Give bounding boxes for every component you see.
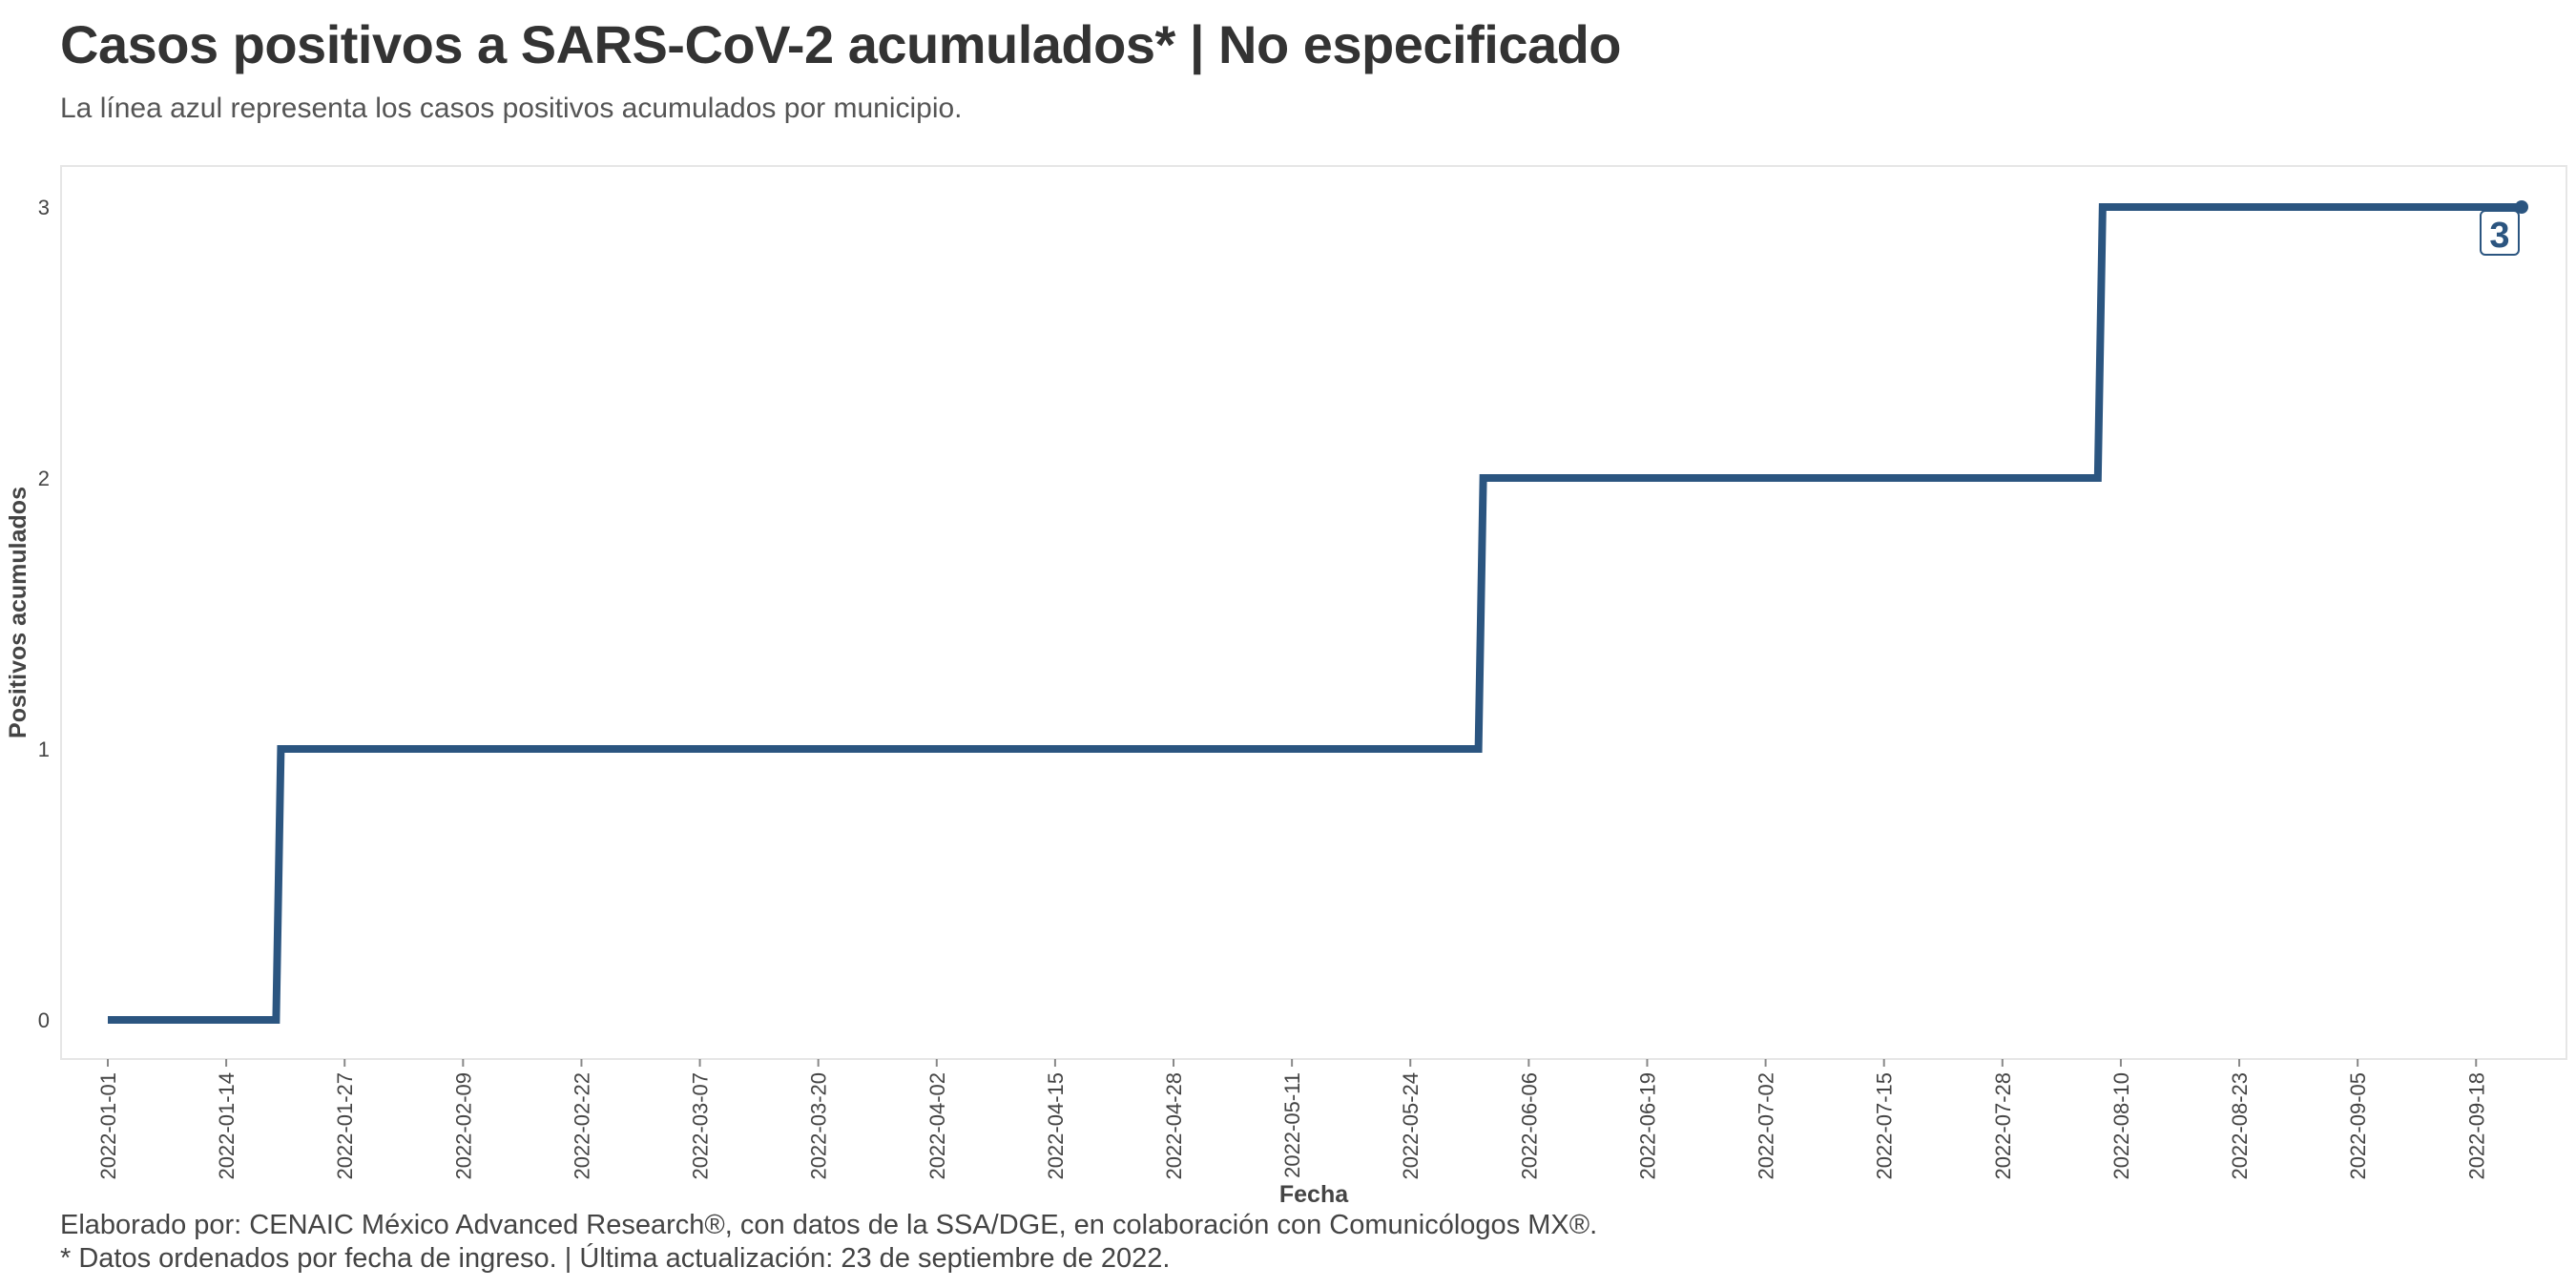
y-tick-label: 1 [38, 737, 50, 761]
chart-title: Casos positivos a SARS-CoV-2 acumulados*… [60, 14, 1622, 74]
x-tick-label: 2022-05-11 [1280, 1072, 1304, 1178]
x-tick-label: 2022-09-05 [2346, 1072, 2370, 1180]
x-tick-label: 2022-06-19 [1635, 1072, 1659, 1180]
x-tick-label: 2022-03-07 [689, 1072, 713, 1180]
y-tick-label: 2 [38, 467, 50, 490]
x-tick-label: 2022-04-02 [925, 1072, 949, 1180]
x-tick-label: 2022-02-22 [570, 1072, 593, 1180]
x-tick-label: 2022-04-28 [1162, 1072, 1186, 1180]
y-tick-label: 3 [38, 196, 50, 219]
end-label: 3 [2480, 210, 2520, 256]
x-tick-label: 2022-01-14 [215, 1072, 239, 1180]
x-tick-label: 2022-07-28 [1991, 1072, 2015, 1180]
x-tick-label: 2022-09-18 [2464, 1072, 2488, 1180]
y-tick-label: 0 [38, 1008, 50, 1032]
y-axis-label: Positivos acumulados [5, 487, 31, 738]
svg-text:3: 3 [2489, 216, 2509, 256]
chart-subtitle: La línea azul representa los casos posit… [60, 93, 963, 124]
x-tick-label: 2022-01-27 [333, 1072, 357, 1180]
x-tick-label: 2022-05-24 [1399, 1072, 1423, 1180]
x-tick-label: 2022-08-10 [2109, 1072, 2133, 1180]
x-axis-label: Fecha [1279, 1181, 1349, 1208]
series-line [108, 203, 2522, 1024]
x-tick-label: 2022-08-23 [2228, 1072, 2252, 1180]
x-tick-label: 2022-06-06 [1517, 1072, 1541, 1180]
x-tick-label: 2022-07-15 [1873, 1072, 1897, 1180]
end-point [2515, 200, 2528, 214]
x-tick-label: 2022-04-15 [1044, 1072, 1068, 1180]
x-tick-label: 2022-01-01 [96, 1072, 120, 1180]
x-tick-label: 2022-02-09 [451, 1072, 475, 1180]
x-tick-label: 2022-07-02 [1755, 1072, 1778, 1180]
plot-panel [60, 165, 2567, 1060]
caption-source: Elaborado por: CENAIC México Advanced Re… [60, 1210, 1598, 1240]
caption-note: * Datos ordenados por fecha de ingreso. … [60, 1243, 1171, 1274]
x-tick-label: 2022-03-20 [807, 1072, 831, 1180]
